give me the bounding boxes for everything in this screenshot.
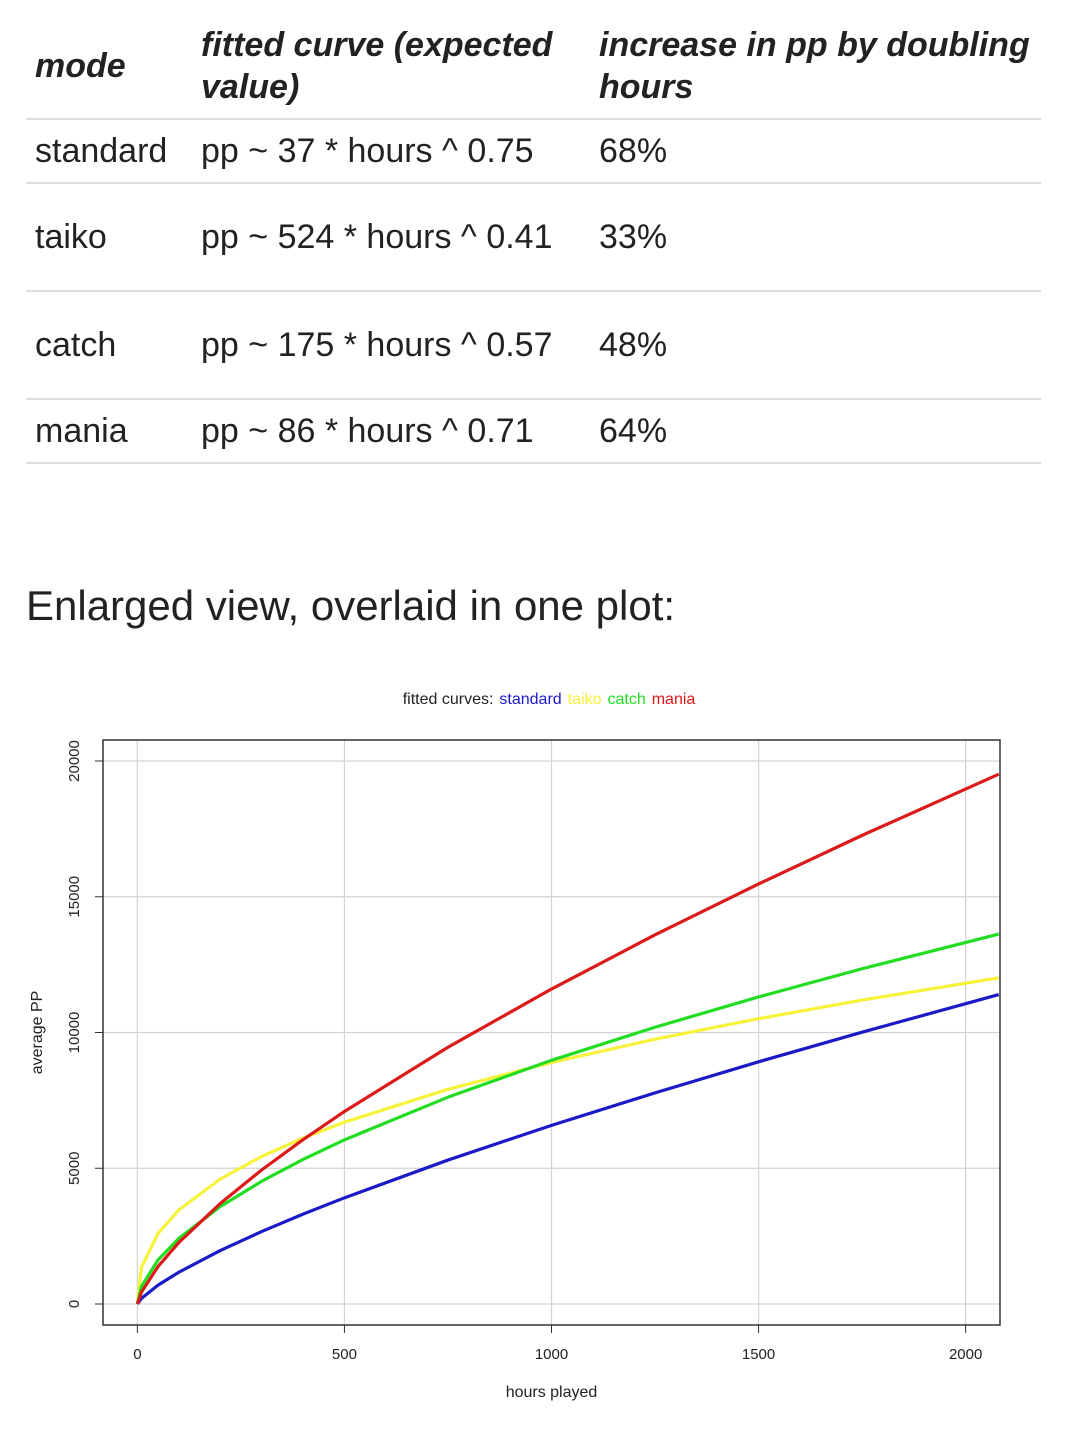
x-tick-label: 500	[332, 1346, 357, 1363]
y-tick-label: 5000	[66, 1152, 83, 1185]
x-axis-label: hours played	[506, 1384, 598, 1401]
legend-entry: standard	[499, 691, 561, 708]
table-cell: 64%	[590, 399, 1041, 464]
x-tick-label: 1500	[742, 1346, 775, 1363]
table-cell: 68%	[590, 119, 1041, 184]
x-tick-label: 0	[133, 1346, 141, 1363]
table-row: catch pp ~ 175 * hours ^ 0.57 48%	[26, 291, 1041, 400]
table-row: standard pp ~ 37 * hours ^ 0.75 68%	[26, 119, 1041, 184]
column-header: fitted curve (expected value)	[192, 14, 590, 120]
table-cell: 48%	[590, 291, 1041, 400]
table-row: mania pp ~ 86 * hours ^ 0.71 64%	[26, 399, 1041, 464]
x-tick-label: 2000	[949, 1346, 982, 1363]
table-row: taiko pp ~ 524 * hours ^ 0.41 33%	[26, 183, 1041, 292]
chart: fitted curves: standard taiko catch mania 0 50…	[29, 691, 1001, 1401]
table-cell: taiko	[26, 183, 192, 292]
table-cell: pp ~ 86 * hours ^ 0.71	[192, 399, 590, 464]
y-tick-label: 20000	[66, 740, 83, 782]
table-cell: pp ~ 37 * hours ^ 0.75	[192, 119, 590, 184]
column-header: increase in pp by doubling hours	[590, 14, 1041, 120]
legend-entry: taiko	[568, 691, 602, 708]
plot-frame	[102, 739, 1001, 1326]
series-line	[135, 976, 1000, 1305]
series-line	[135, 932, 1000, 1305]
series-line	[135, 772, 1000, 1305]
header-row: mode fitted curve (expected value) increas…	[26, 14, 1041, 120]
table-cell: 33%	[590, 183, 1041, 292]
table-cell: mania	[26, 399, 192, 464]
section-heading: Enlarged view, overlaid in one plot:	[26, 582, 676, 629]
legend-entry: mania	[652, 691, 696, 708]
table-cell: standard	[26, 119, 192, 184]
fit-table: mode fitted curve (expected value) increas…	[26, 14, 1041, 464]
y-axis-label: average PP	[29, 991, 46, 1075]
y-tick-label: 15000	[66, 876, 83, 918]
table-cell: pp ~ 175 * hours ^ 0.57	[192, 291, 590, 400]
y-tick-label: 0	[66, 1300, 83, 1308]
x-tick-label: 1000	[535, 1346, 568, 1363]
column-header: mode	[26, 14, 192, 120]
title-text: fitted curves:	[403, 691, 494, 708]
table-cell: catch	[26, 291, 192, 400]
table-cell: pp ~ 524 * hours ^ 0.41	[192, 183, 590, 292]
legend-entry: catch	[607, 691, 645, 708]
chart-title: fitted curves: standard taiko catch mania	[403, 691, 696, 708]
y-tick-label: 10000	[66, 1012, 83, 1054]
series-line	[136, 993, 1000, 1305]
